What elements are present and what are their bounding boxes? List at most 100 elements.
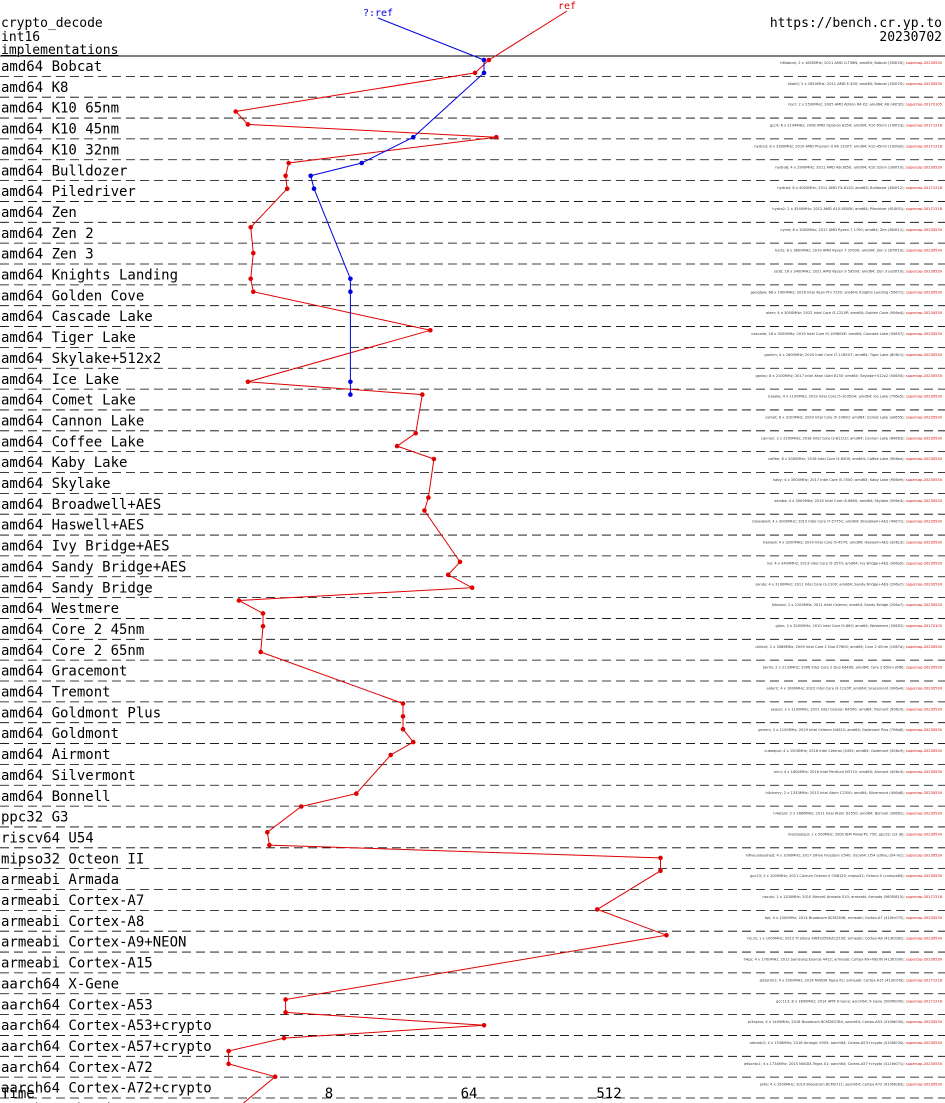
machine-ref: supercop-20230530 [906,353,943,357]
machine-ref: supercop-20230530 [906,61,943,65]
data-point [428,328,433,333]
machine-ref: supercop-20171218 [906,186,943,190]
machine-ref: supercop-20170105 [906,624,942,628]
data-point [272,1074,278,1079]
platform-label: aarch64 Cortex-A53+crypto [1,1018,212,1034]
machine-ref: supercop-20230530 [906,937,943,941]
platform-label: amd64 Broadwell+AES [1,497,161,513]
platform-label: aarch64 ThunderX2 [1,1102,144,1103]
machine-ref: supercop-20230530 [906,603,943,607]
platform-label: amd64 Skylake+512x2 [1,351,161,367]
machine-desc: gcc4; 6 x 2194MHz; 2008 AMD Opteron 8354… [770,124,906,128]
machine-desc: hocr; 2 x 2500MHz; 2005 AMD Athlon 64 X2… [788,103,906,107]
machine-desc: cannon; 2 x 2200MHz; 2018 Intel Core i3-… [761,436,906,440]
machine-info: coffee; 6 x 3000MHz; 2018 Intel Core i5-… [768,457,943,461]
platform-label: amd64 Zen 2 [1,226,94,242]
machine-desc: hydra3; 8 x 3300MHz; 2010 AMD Phenom II … [754,144,906,148]
machine-info: hifiveunleashed; 4 x 1000MHz; 2017 SiFiv… [746,853,943,857]
machine-info: cubeapol; 4 x 1500MHz; 2016 Intel Celero… [764,749,942,753]
machine-info: cannon; 2 x 2200MHz; 2018 Intel Core i3-… [761,436,943,440]
machine-ref: supercop-20230530 [906,270,943,274]
machine-desc: cyme; 8 x 3000MHz; 2017 AMD Ryzen 7 1700… [780,228,906,232]
machine-desc: gcc113; 8 x 1600MHz; 2014 APM X-Gene; aa… [776,999,906,1003]
machine-ref: supercop-20230530 [906,666,943,670]
platform-label: amd64 K10 45nm [1,122,119,138]
data-point [286,160,292,166]
platform-label: amd64 Zen 3 [1,247,94,263]
machine-info: jasper; 2 x 1100MHz; 2021 Intel Celeron … [770,707,943,711]
machine-ref: supercop-20230530 [906,1062,943,1066]
machine-desc: gloin; 2 x 3200MHz; 2010 Intel Core i5-6… [775,624,905,628]
platform-label: amd64 Coffee Lake [1,434,144,450]
x-tick-label: 512 [596,1086,621,1102]
series-line-ref [228,10,669,1103]
machine-info: kaby; 4 x 3500MHz; 2017 Intel Core i5-75… [773,478,943,482]
platform-label: amd64 Zen [1,205,77,221]
machine-ref: supercop-20230530 [906,853,943,857]
machine-info: gangtaw; 68 x 1400MHz; 2016 Intel Xeon P… [751,290,943,294]
machine-info: gankm; 4 x 2800MHz; 2020 Intel Core i7-1… [764,353,942,357]
machine-ref: supercop-20230530 [906,770,943,774]
data-point [411,134,416,140]
platform-label: amd64 Kaby Lake [1,455,127,471]
machine-desc: ivy; 4 x 3400MHz; 2013 Intel Core i5-357… [767,561,906,565]
machine-info: ivy; 4 x 3400MHz; 2013 Intel Core i5-357… [767,561,943,565]
machine-info: icelake; 4 x 1100MHz; 2019 Intel Core i5… [768,395,943,399]
machine-desc: noculs; 1 x 1200MHz; 2010 Marvell Armada… [762,895,906,899]
machine-ref: supercop-20230530 [906,478,943,482]
machine-desc: comet; 6 x 3100MHz; 2020 Intel Core i5-1… [765,415,906,419]
data-point [281,1035,287,1041]
data-point [233,109,238,114]
machine-desc: macbookg3; 1 x 500MHz; 2000 IBM PowerPC … [788,832,906,836]
data-point [245,379,251,385]
data-point [481,1023,487,1028]
machine-desc: alder2; 4 x 1600MHz; 2022 Intel Core i3-… [767,687,906,691]
data-point [426,495,431,500]
platform-label: amd64 Silvermont [1,768,136,784]
platform-label: amd64 Bobcat [1,59,102,75]
platform-label: amd64 Cannon Lake [1,413,144,429]
machine-desc: hkah0; 2 x 1650MHz; 2011 AMD E-450; amd6… [788,82,906,86]
machine-ref: supercop-20230530 [906,582,943,586]
data-point [422,508,427,513]
data-point [251,289,256,295]
machine-ref: supercop-20171218 [906,144,943,148]
data-point [348,276,353,282]
machine-ref: supercop-20230530 [906,165,943,169]
machine-desc: gemini; 2 x 1100MHz; 2019 Intel Celeron … [758,728,906,732]
machine-desc: coffee; 6 x 3000MHz; 2018 Intel Core i5-… [768,457,906,461]
machine-info: hocr; 2 x 2500MHz; 2005 AMD Athlon 64 X2… [788,103,942,107]
machine-desc: hydra8; 4 x 2900MHz; 2011 AMD A8-3850; a… [775,165,906,169]
machine-desc: hydra2; 2 x 3500MHz; 2012 AMD A10-5800K;… [772,207,906,211]
machine-info: hertz; 8 x 3600MHz; 2019 AMD Ryzen 7 370… [775,249,943,253]
data-point [469,585,475,590]
machine-ref: supercop-20230530 [906,332,943,336]
platform-label: amd64 Goldmont [1,726,119,742]
data-point [348,289,353,295]
platform-label: aarch64 Cortex-A72 [1,1060,153,1076]
data-point [248,225,253,230]
platform-label: amd64 Skylake [1,476,111,492]
machine-desc: haswell; 4 x 3200MHz; 2014 Intel Core i5… [763,541,906,545]
machine-desc: broadwell; 4 x 3000MHz; 2015 Intel Core … [752,520,906,524]
machine-info: cascade; 18 x 3000MHz; 2019 Intel Core i… [751,332,942,336]
machine-ref: supercop-20171218 [906,895,943,899]
data-point [413,430,419,436]
machine-info: h4cherry; 2 x 1333MHz; 2013 Intel Atom C… [766,791,943,795]
machine-desc: mini; 4 x 1600MHz; 2016 Intel Pentium N3… [774,770,906,774]
machine-info: mini; 4 x 1600MHz; 2016 Intel Pentium N3… [774,770,943,774]
data-point [481,57,487,63]
data-point [260,611,266,616]
machine-info: broadwell; 4 x 3000MHz; 2015 Intel Core … [752,520,942,524]
machine-desc: hiboard; 2 x 2100MHz; 2011 Intel Celeron… [772,603,906,607]
machine-info: gloin; 2 x 3200MHz; 2010 Intel Core i5-6… [775,624,942,628]
machine-ref: supercop-20230530 [906,520,943,524]
machine-desc: berlin; 2 x 2133MHz; 2006 Intel Core 2 D… [763,666,906,670]
machine-info: alder2; 4 x 1600MHz; 2022 Intel Core i3-… [767,687,943,691]
platform-label: ppc32 G3 [1,810,68,826]
platform-label: amd64 Bulldozer [1,163,127,179]
machine-desc: gankp; 8 x 2100MHz; 2017 Intel Xeon Gold… [755,374,905,378]
data-point [658,855,663,861]
machine-info: pi3aplus; 4 x 1400MHz; 2018 Broadcom BCM… [748,1020,943,1024]
machine-desc: pi3aplus; 4 x 1400MHz; 2018 Broadcom BCM… [748,1020,906,1024]
